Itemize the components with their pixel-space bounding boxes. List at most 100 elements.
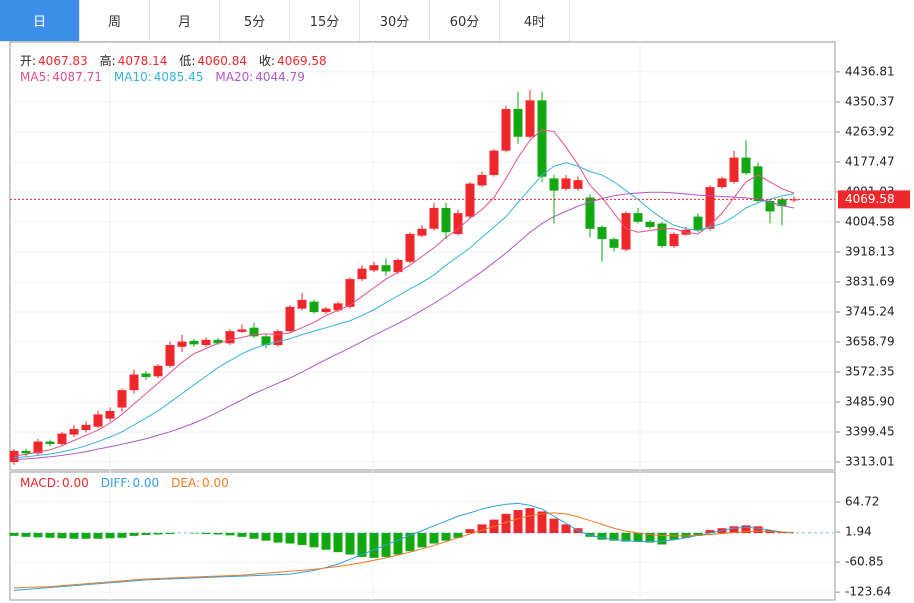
macd-bar: [117, 533, 127, 538]
macd-bar: [501, 513, 511, 534]
macd-bar: [225, 533, 235, 536]
ohlc-info: 开: 4067.83 高: 4078.14 低: 4060.84 收: 4069.58: [20, 52, 339, 69]
candle-body: [201, 339, 211, 346]
macd-value: 0.00: [62, 476, 89, 490]
macd-bar: [429, 533, 439, 544]
macd-bar: [561, 524, 571, 534]
candle-body: [417, 228, 427, 236]
macd-bar: [321, 533, 331, 550]
candle-body: [357, 268, 367, 280]
macd-bar: [513, 510, 523, 534]
candle-body: [477, 174, 487, 186]
candle-body: [333, 303, 343, 311]
macd-bar: [141, 533, 151, 535]
candle-body: [45, 441, 55, 444]
tab-bar: 日周月 5分 15分 30分 60分 4时: [0, 0, 570, 42]
candle-body: [69, 429, 79, 435]
candle-body: [705, 187, 715, 229]
info-label: 高:: [99, 54, 116, 68]
macd-bar: [645, 533, 655, 543]
candle-body: [165, 345, 175, 366]
info-value: 4078.14: [117, 54, 168, 68]
macd-bar: [453, 533, 463, 538]
macd-bar: [333, 533, 343, 553]
macd-bar: [705, 530, 715, 534]
candle-body: [645, 221, 655, 228]
candle-body: [765, 200, 775, 212]
candle-body: [285, 306, 295, 332]
macd-bar: [477, 524, 487, 534]
macd-bar: [45, 533, 55, 538]
y-tick-label: 64.72: [845, 495, 879, 509]
candle-body: [621, 213, 631, 250]
y-tick-label: -60.85: [845, 555, 884, 569]
period-tab[interactable]: 15分: [290, 0, 360, 42]
period-tab[interactable]: 月: [150, 0, 220, 42]
candle-body: [489, 150, 499, 175]
candle-body: [609, 239, 619, 248]
candle-body: [273, 331, 283, 346]
macd-bar: [69, 533, 79, 539]
macd-bar: [621, 533, 631, 542]
macd-legend: MACD: 0.00 DIFF: 0.00 DEA: 0.00: [20, 476, 241, 490]
candle-body: [261, 336, 271, 346]
candle-body: [501, 108, 511, 151]
info-value: 4060.84: [197, 54, 248, 68]
candle-body: [537, 100, 547, 177]
macd-bar: [405, 533, 415, 552]
macd-name: MACD:: [20, 476, 61, 490]
candle-body: [369, 265, 379, 271]
macd-line: [13, 502, 795, 591]
candle-body: [381, 265, 391, 272]
macd-bar: [393, 533, 403, 555]
y-tick-label: 4436.81: [845, 64, 895, 78]
y-tick-label: -123.64: [845, 585, 891, 599]
candle-body: [345, 279, 355, 307]
candle-body: [405, 233, 415, 262]
candle-body: [573, 180, 583, 189]
ma-legend: MA5: 4087.71 MA10: 4085.45 MA20: 4044.79: [20, 70, 317, 84]
y-tick-label: 3572.35: [845, 364, 895, 378]
macd-bar: [597, 533, 607, 540]
candle-body: [549, 178, 559, 191]
macd-bar: [297, 533, 307, 545]
y-tick-label: 3313.01: [845, 455, 895, 469]
macd-bar: [21, 533, 31, 537]
macd-bar: [93, 533, 103, 539]
info-label: 收:: [259, 54, 276, 68]
macd-value: 0.00: [202, 476, 229, 490]
macd-value: 0.00: [132, 476, 160, 490]
y-tick-label: 4263.92: [845, 124, 895, 138]
macd-bar: [537, 511, 547, 534]
candle-body: [633, 213, 643, 222]
macd-bar: [237, 533, 247, 537]
info-label: 开:: [20, 54, 37, 68]
candle-body: [21, 450, 31, 454]
macd-bar: [369, 533, 379, 558]
info-value: 4067.83: [38, 54, 88, 68]
info-label: 低:: [179, 54, 196, 68]
macd-bar: [693, 533, 703, 536]
macd-bar: [57, 533, 67, 539]
candle-body: [453, 213, 463, 234]
candle-body: [9, 450, 19, 463]
period-tab[interactable]: 60分: [430, 0, 500, 42]
candle-body: [729, 157, 739, 182]
macd-bar: [741, 525, 751, 534]
macd-bar: [525, 508, 535, 534]
info-value: 4069.58: [277, 54, 327, 68]
period-tab[interactable]: 周: [80, 0, 150, 42]
macd-bar: [165, 533, 175, 534]
macd-bar: [285, 533, 295, 544]
period-tab[interactable]: 5分: [220, 0, 290, 42]
y-tick-label: 4350.37: [845, 94, 895, 108]
macd-bar: [609, 533, 619, 541]
period-tab[interactable]: 日: [0, 0, 80, 42]
candle-body: [249, 327, 259, 337]
macd-bar: [729, 526, 739, 534]
candle-body: [585, 197, 595, 229]
macd-bar: [261, 533, 271, 541]
ma-line: [13, 162, 795, 459]
ma-line: [13, 129, 795, 457]
